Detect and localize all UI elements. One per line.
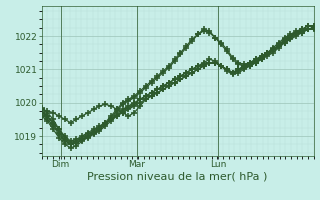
X-axis label: Pression niveau de la mer( hPa ): Pression niveau de la mer( hPa ): [87, 172, 268, 182]
